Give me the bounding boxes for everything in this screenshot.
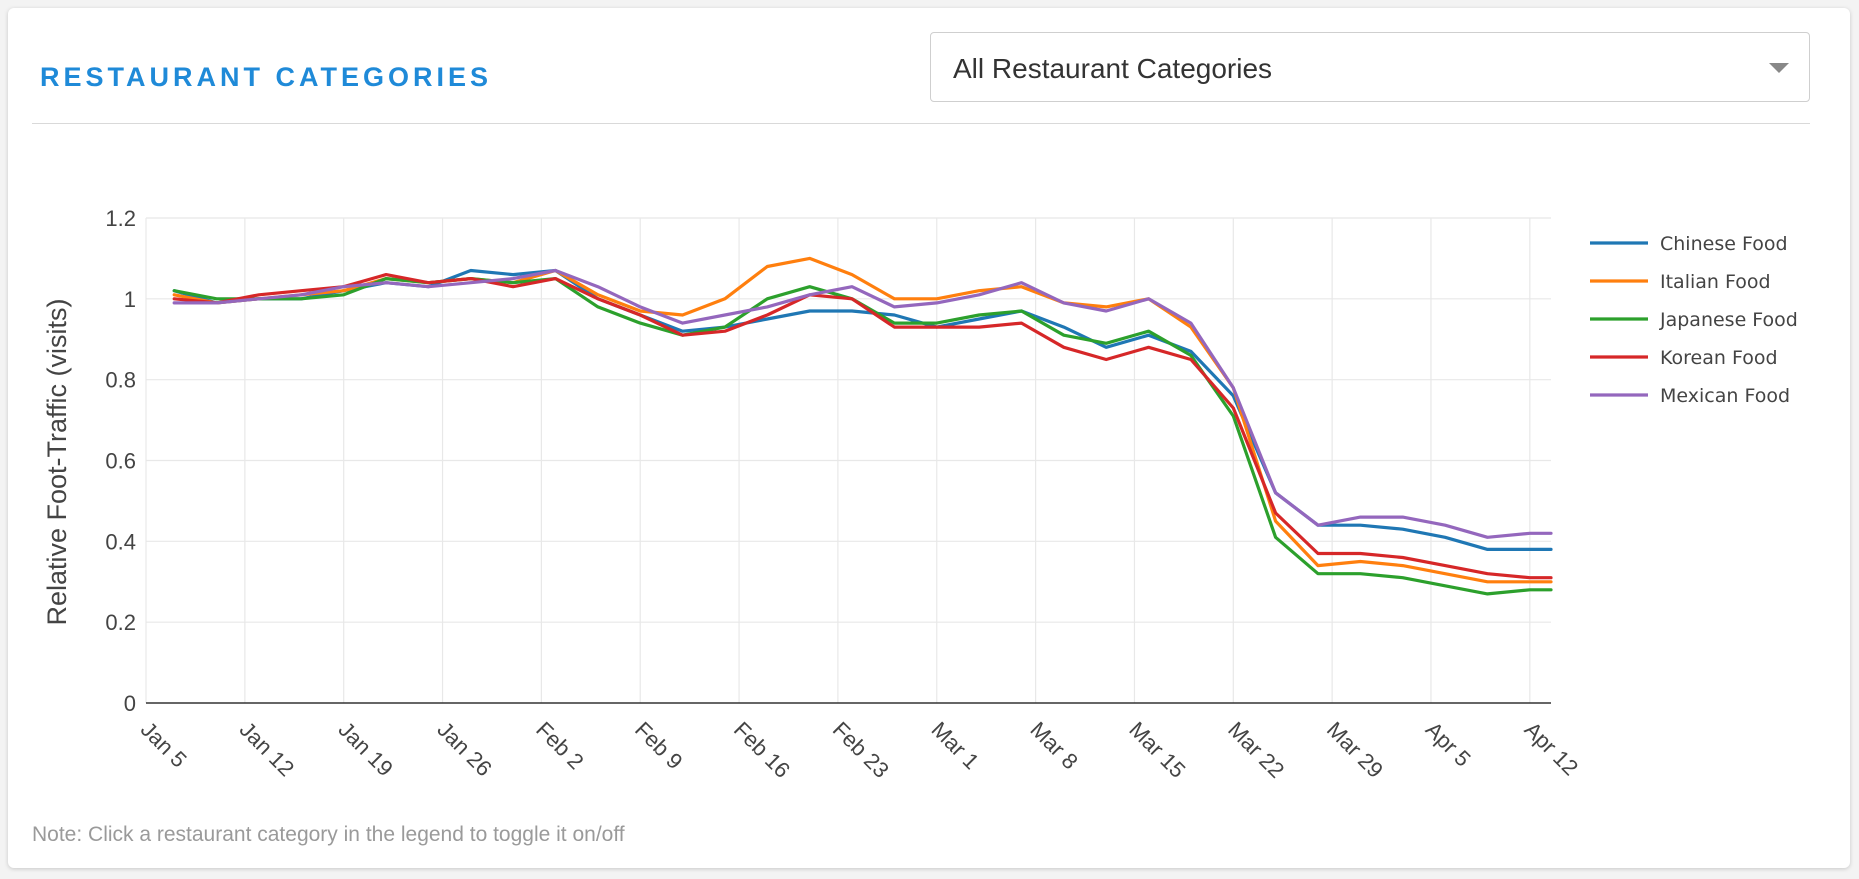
x-tick-label: Jan 5 [136,717,192,773]
category-dropdown[interactable]: All Restaurant Categories [930,32,1810,102]
page-title: RESTAURANT CATEGORIES [40,62,493,92]
legend-item[interactable]: Chinese Food [1590,233,1788,255]
y-tick-label: 1 [124,287,136,312]
header-divider [32,123,1810,124]
y-tick-label: 1.2 [105,206,136,231]
y-axis-label: Relative Foot-Traffic (visits) [42,298,72,625]
y-tick-label: 0.4 [105,529,136,554]
legend-label: Mexican Food [1660,385,1790,407]
legend-item[interactable]: Japanese Food [1590,309,1798,331]
legend-label: Korean Food [1660,347,1778,369]
y-tick-label: 0 [124,691,136,716]
x-tick-label: Feb 2 [531,717,588,774]
x-tick-label: Feb 23 [828,717,894,783]
x-tick-label: Apr 12 [1520,717,1584,781]
grid-lines [145,217,1551,703]
legend: Chinese Food Italian Food Japanese Food Kor… [1590,233,1798,407]
series-line[interactable] [172,268,1553,552]
y-tick-label: 0.2 [105,610,136,635]
x-tick-label: Feb 9 [630,717,687,774]
chart-card [8,8,1850,868]
x-tick-label: Mar 1 [927,717,984,774]
y-tick-label: 0.6 [105,449,136,474]
x-tick-label: Apr 5 [1421,717,1476,772]
legend-item[interactable]: Mexican Food [1590,385,1790,407]
x-tick-label: Mar 22 [1223,717,1289,783]
legend-label: Chinese Food [1660,233,1788,255]
x-tick-label: Feb 16 [729,717,795,783]
x-tick-label: Jan 12 [235,717,299,781]
legend-label: Japanese Food [1659,309,1798,331]
series-line[interactable] [172,277,1553,596]
x-tick-label: Mar 29 [1322,717,1388,783]
dropdown-selected-value: All Restaurant Categories [953,53,1273,84]
y-tick-label: 0.8 [105,368,136,393]
x-tick-label: Jan 19 [334,717,398,781]
legend-label: Italian Food [1660,271,1771,293]
x-tick-label: Mar 15 [1124,717,1190,783]
chevron-down-icon[interactable] [1769,63,1789,73]
series-lines [172,256,1553,596]
series-line[interactable] [172,268,1553,539]
legend-item[interactable]: Italian Food [1590,271,1771,293]
series-line[interactable] [172,273,1553,580]
legend-note: Note: Click a restaurant category in the… [32,823,625,846]
legend-item[interactable]: Korean Food [1590,347,1778,369]
x-tick-label: Mar 8 [1025,717,1082,774]
x-tick-label: Jan 26 [432,717,496,781]
